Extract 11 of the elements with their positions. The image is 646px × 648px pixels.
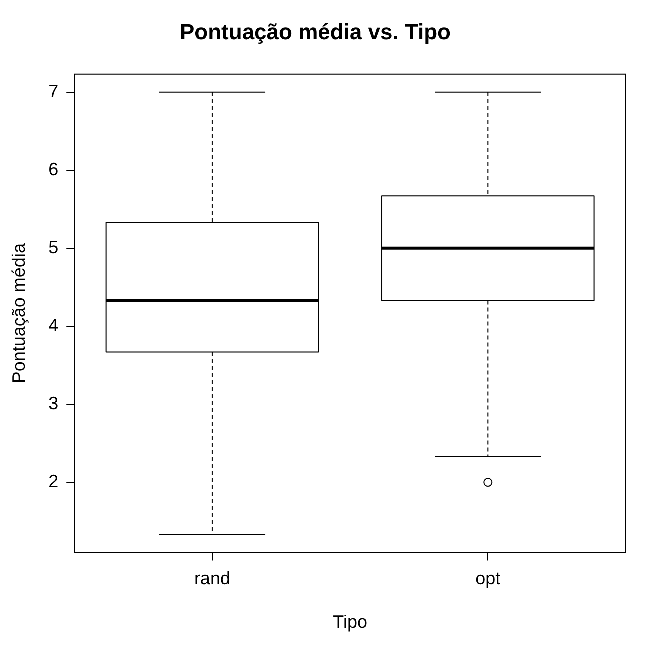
- y-tick-label: 5: [48, 237, 59, 258]
- y-tick-label: 7: [48, 81, 59, 102]
- x-axis-title: Tipo: [333, 612, 368, 632]
- y-axis-title: Pontuação média: [8, 242, 29, 384]
- y-tick-label: 6: [48, 159, 59, 180]
- x-tick-label: opt: [476, 568, 501, 589]
- y-tick-label: 2: [48, 472, 59, 492]
- y-tick-label: 3: [48, 393, 59, 414]
- x-tick-label: rand: [194, 568, 230, 589]
- chart-title: Pontuação média vs. Tipo: [180, 19, 451, 44]
- y-tick-label: 4: [48, 315, 59, 336]
